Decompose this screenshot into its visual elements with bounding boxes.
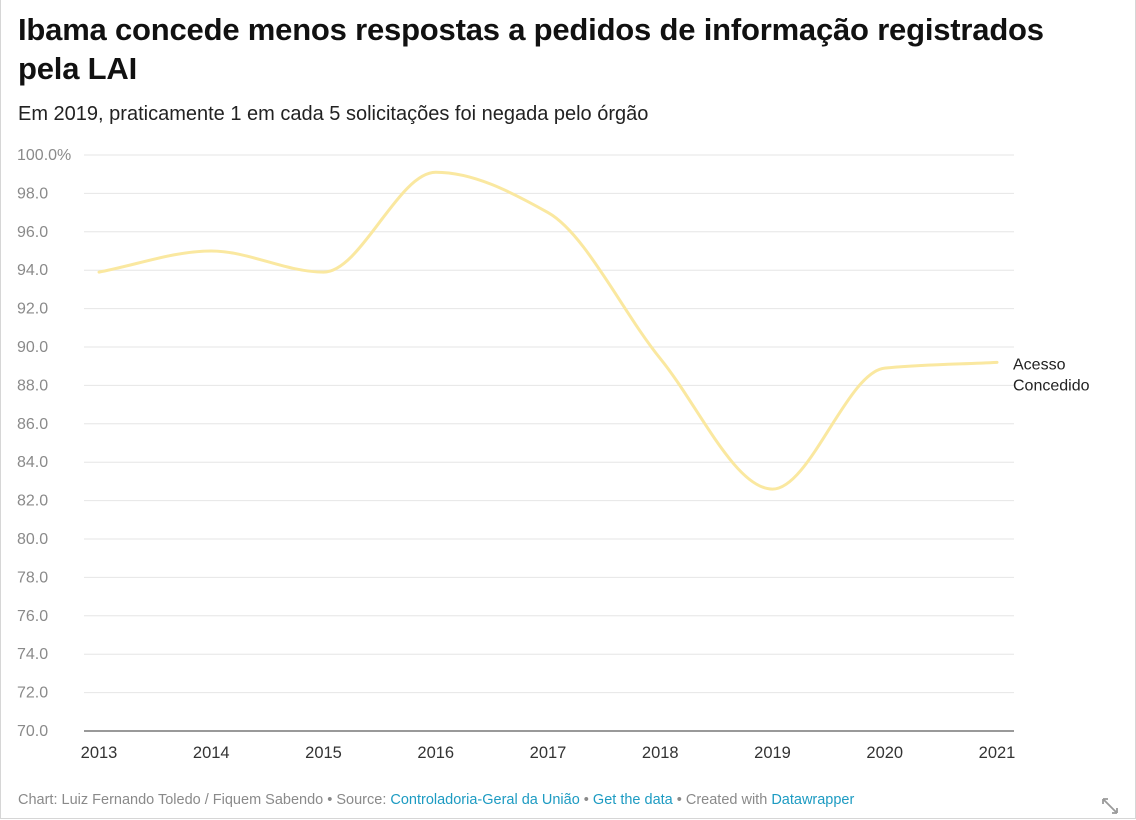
expand-icon[interactable] (1101, 797, 1119, 815)
series-label: Acesso Concedido (1013, 356, 1090, 394)
datawrapper-link[interactable]: Datawrapper (771, 792, 855, 808)
x-tick-label: 2018 (642, 744, 679, 762)
series-label-line: Concedido (1013, 377, 1090, 394)
footer-source-label: Source: (336, 792, 391, 808)
y-tick-label: 98.0 (17, 185, 48, 202)
y-tick-label: 76.0 (17, 608, 48, 625)
y-tick-label: 84.0 (17, 454, 48, 471)
y-tick-label: 92.0 (17, 301, 48, 318)
series-line-acesso-concedido (97, 170, 999, 491)
x-tick-label: 2013 (81, 744, 118, 762)
chart-footer: Chart: Luiz Fernando Toledo / Fiquem Sab… (18, 792, 854, 808)
footer-credit: Chart: Luiz Fernando Toledo / Fiquem Sab… (18, 792, 324, 808)
chart-gridlines (84, 154, 1014, 732)
x-tick-label: 2015 (305, 744, 342, 762)
x-tick-label: 2016 (417, 744, 454, 762)
y-tick-label: 88.0 (17, 377, 48, 394)
y-axis: 100.0% 98.0 96.0 94.0 92.0 90.0 88.0 86.0 84.0 82… (17, 147, 71, 740)
y-tick-label: 82.0 (17, 493, 48, 510)
get-the-data-link[interactable]: Get the data (592, 792, 673, 808)
y-tick-label: 78.0 (17, 569, 48, 586)
footer-separator: • (579, 792, 593, 808)
y-tick-label: 74.0 (17, 646, 48, 663)
x-tick-label: 2021 (979, 744, 1016, 762)
y-tick-label: 70.0 (17, 723, 48, 740)
chart-series: Acesso Concedido (97, 170, 1090, 491)
y-tick-label: 94.0 (17, 262, 48, 279)
y-tick-label: 80.0 (17, 531, 48, 548)
series-label-line: Acesso (1013, 356, 1066, 373)
y-tick-label: 72.0 (17, 685, 48, 702)
chart-title: Ibama concede menos respostas a pedidos … (18, 12, 1044, 86)
x-tick-label: 2019 (754, 744, 791, 762)
x-tick-label: 2020 (866, 744, 903, 762)
footer-created-with: Created with (685, 792, 772, 808)
x-axis: 2013 2014 2015 2016 2017 2018 2019 2020 2021 (81, 744, 1016, 762)
x-tick-label: 2017 (530, 744, 567, 762)
x-tick-label: 2014 (193, 744, 230, 762)
chart-subtitle: Em 2019, praticamente 1 em cada 5 solici… (18, 103, 649, 125)
source-link[interactable]: Controladoria-Geral da União (390, 792, 580, 808)
footer-separator: • (323, 792, 337, 808)
y-tick-label: 90.0 (17, 339, 48, 356)
y-tick-label: 96.0 (17, 224, 48, 241)
footer-separator: • (672, 792, 686, 808)
y-tick-label: 100.0% (17, 147, 71, 164)
y-tick-label: 86.0 (17, 416, 48, 433)
